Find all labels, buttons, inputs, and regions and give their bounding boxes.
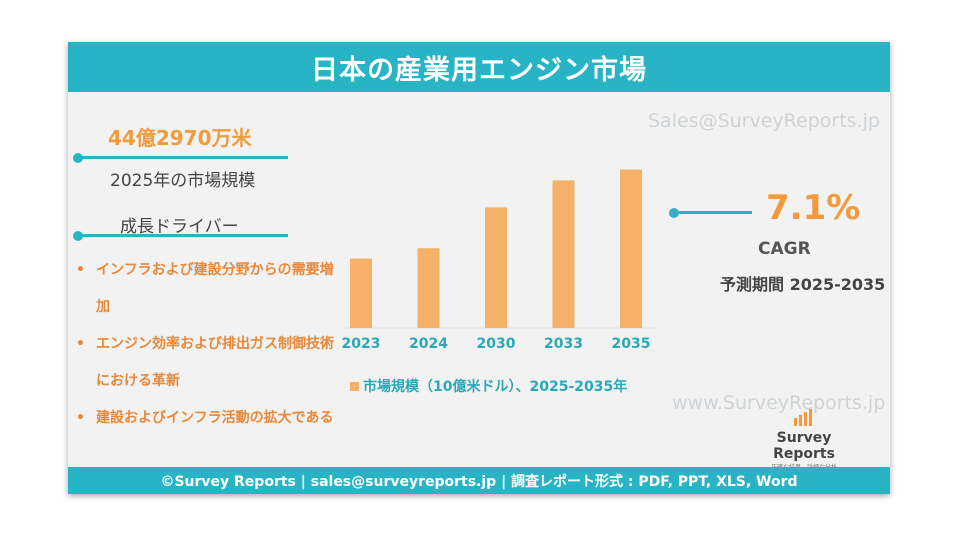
infographic-card: 日本の産業用エンジン市場 Sales@SurveyReports.jp www.… <box>68 42 890 494</box>
legend-label: 市場規模（10億米ドル）、2025-2035年 <box>363 379 628 395</box>
tick-label-2030: 2030 <box>477 336 516 352</box>
chart-bars <box>350 169 642 328</box>
cagr-value: 7.1% <box>766 188 861 228</box>
market-label: 2025年の市場規模 <box>110 171 256 191</box>
bar-chart-logo-icon <box>794 409 812 426</box>
bullet-icon: • <box>76 262 85 278</box>
chart-legend: 市場規模（10億米ドル）、2025-2035年 <box>350 376 627 396</box>
tick-label-2024: 2024 <box>409 336 448 352</box>
page-title: 日本の産業用エンジン市場 <box>311 54 647 86</box>
bar-2023 <box>350 258 372 328</box>
tick-label-2033: 2033 <box>544 336 583 352</box>
bar-2024 <box>417 248 440 328</box>
divider-line <box>674 211 752 214</box>
divider-line <box>78 234 288 237</box>
watermark-email: Sales@SurveyReports.jp <box>648 110 880 132</box>
bar-2033 <box>552 180 575 328</box>
list-item: • 建設およびインフラ活動の拡大である <box>76 400 346 437</box>
legend-swatch <box>350 382 359 391</box>
cagr-label: CAGR <box>758 239 811 259</box>
bullet-icon: • <box>76 336 85 352</box>
title-bar: 日本の産業用エンジン市場 <box>68 42 890 92</box>
drivers-title: 成長ドライバー <box>120 217 239 237</box>
chart-ticks: 2023 2024 2030 2033 2035 <box>342 336 651 352</box>
watermark-url: www.SurveyReports.jp <box>672 392 886 414</box>
tick-label-2035: 2035 <box>612 336 651 352</box>
bar-2035 <box>620 169 642 328</box>
divider-line <box>78 156 288 159</box>
bullet-icon: • <box>76 410 85 426</box>
list-item: • インフラおよび建設分野からの需要増加 <box>76 252 346 326</box>
logo-name: Survey Reports <box>773 430 835 462</box>
footer-bar: ©Survey Reports | sales@surveyreports.jp… <box>68 467 890 494</box>
drivers-list: • インフラおよび建設分野からの需要増加 • エンジン効率および排出ガス制御技術にお… <box>76 252 346 437</box>
tick-label-2023: 2023 <box>342 336 381 352</box>
list-item: • エンジン効率および排出ガス制御技術における革新 <box>76 326 346 400</box>
footer-text: ©Survey Reports | sales@surveyreports.jp… <box>160 473 798 490</box>
bar-2030 <box>485 207 507 328</box>
survey-reports-logo: Survey Reports 正確な結果、詳細な分析 <box>744 408 864 471</box>
market-value: 44億2970万米 <box>108 126 252 150</box>
forecast-period: 予測期間 2025-2035 <box>720 275 886 294</box>
bar-chart: 2023 2024 2030 2033 2035 <box>342 169 658 352</box>
